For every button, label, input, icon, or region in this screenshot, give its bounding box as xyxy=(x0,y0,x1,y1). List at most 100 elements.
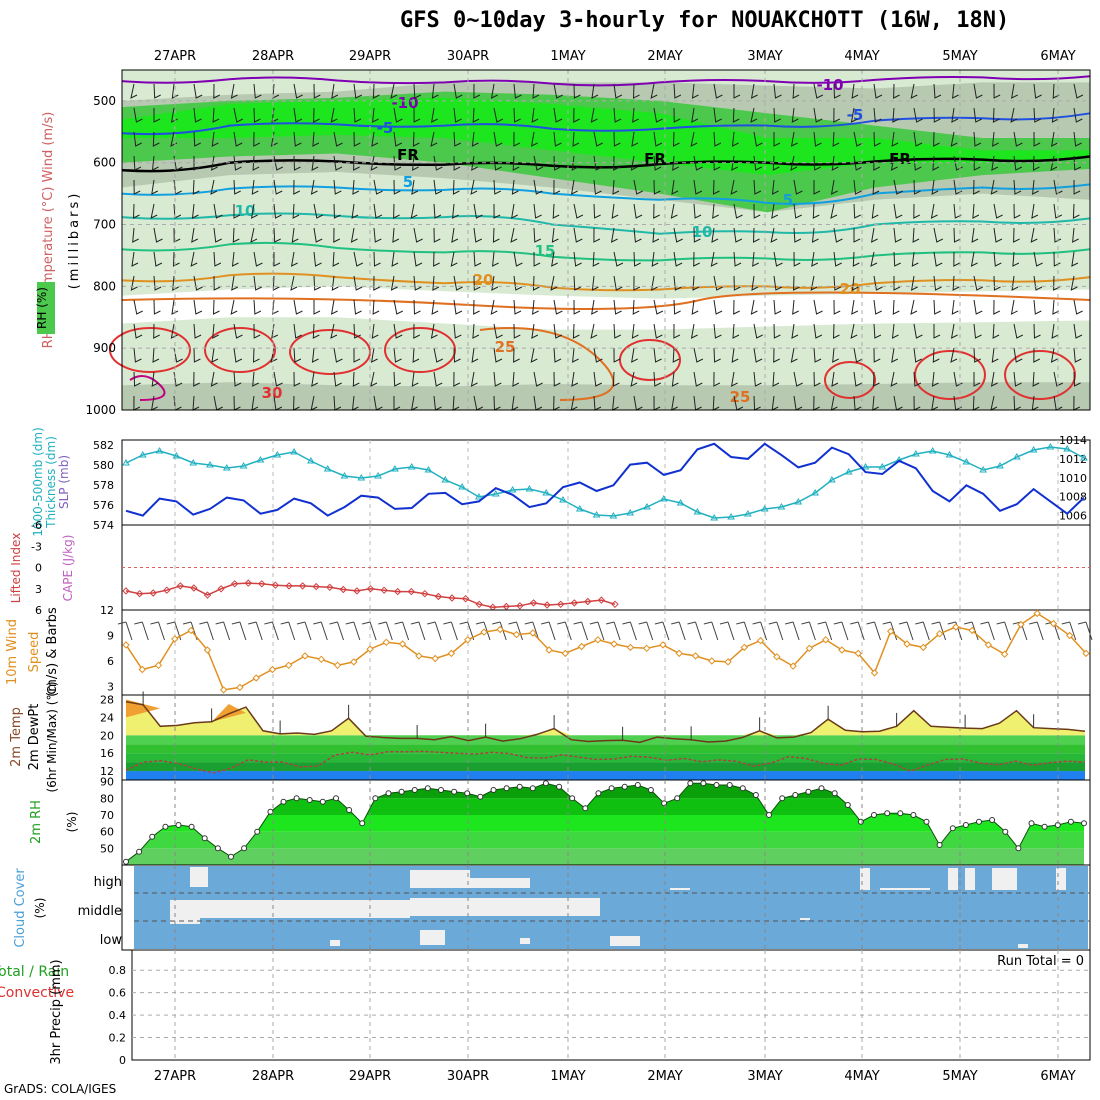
thickness-point xyxy=(861,463,870,470)
y-tick-label: 20 xyxy=(100,729,114,742)
series-lifted-index xyxy=(125,582,616,608)
y-tick-label: 700 xyxy=(93,218,116,232)
cloud-gap xyxy=(965,868,975,890)
rh-point xyxy=(962,822,969,828)
temp-band xyxy=(126,762,1085,772)
y-axis-label: 3hr Precip (mm) xyxy=(49,959,64,1064)
thickness-point xyxy=(458,483,466,490)
rh-point xyxy=(228,853,234,860)
y-axis-label-2: (%) xyxy=(33,898,47,919)
wind-point xyxy=(773,653,781,661)
wind-point xyxy=(154,661,163,670)
wind-point xyxy=(431,654,439,663)
cloud-gap xyxy=(800,918,810,920)
rh-point xyxy=(424,785,431,792)
y-axis-label: (millibars) xyxy=(67,191,82,290)
lifted-point xyxy=(217,585,225,593)
thickness-point xyxy=(391,465,399,472)
date-label-bottom: 30APR xyxy=(447,1069,489,1084)
y-tick-label: -6 xyxy=(31,519,42,532)
wind-point xyxy=(952,623,960,631)
thickness-point xyxy=(475,493,483,500)
run-total-label: Run Total = 0 xyxy=(997,954,1084,969)
date-label-bottom: 4MAY xyxy=(844,1069,879,1084)
y-tick-label: 60 xyxy=(100,826,114,839)
isotherm-0 xyxy=(121,155,1091,173)
date-label-bottom: 3MAY xyxy=(747,1069,782,1084)
rh-point xyxy=(542,780,549,787)
wind-point xyxy=(350,658,358,666)
y-tick-label: 0 xyxy=(35,562,42,575)
y-tick-label: 0.8 xyxy=(109,964,127,977)
lifted-point xyxy=(461,594,470,603)
lifted-point xyxy=(271,581,280,589)
thickness-point xyxy=(138,451,147,458)
isotherm-20 xyxy=(121,272,1091,292)
thickness-point xyxy=(878,463,887,470)
thickness-point xyxy=(912,450,920,457)
wind-point xyxy=(187,626,195,635)
lifted-point xyxy=(203,591,212,599)
thickness-point xyxy=(340,472,349,479)
rh-point xyxy=(595,790,602,797)
y-axis-label-1: Cloud Cover xyxy=(13,868,28,948)
contour-label: 25 xyxy=(495,338,516,356)
date-label-bottom: 29APR xyxy=(349,1069,391,1084)
rh-point xyxy=(385,790,392,797)
y-tick-label: 900 xyxy=(93,341,116,355)
wind-point xyxy=(512,630,521,639)
rh-point xyxy=(516,783,523,790)
wind-point xyxy=(821,636,830,644)
thickness-point xyxy=(794,498,803,505)
rh-point xyxy=(123,858,129,865)
isotherm--5 xyxy=(121,112,1091,136)
y-tick-label: 600 xyxy=(93,156,116,170)
thickness-point xyxy=(155,447,164,454)
wind-point xyxy=(1000,650,1009,658)
thickness-point xyxy=(1029,446,1038,453)
wind-point xyxy=(219,686,228,694)
wind-point xyxy=(203,646,212,654)
date-label-top: 1MAY xyxy=(550,49,585,64)
wind-point xyxy=(854,649,862,658)
rh-point xyxy=(319,798,326,805)
rh-point xyxy=(293,795,300,802)
date-label-bottom: 6MAY xyxy=(1040,1069,1075,1084)
thickness-point xyxy=(710,514,719,521)
wind-point xyxy=(805,644,814,653)
thickness-point xyxy=(844,468,853,475)
rh-point xyxy=(949,825,956,832)
thickness-point xyxy=(122,459,130,466)
thickness-point xyxy=(256,456,265,463)
thickness-point xyxy=(828,476,836,483)
legend-convective: Convective xyxy=(0,985,74,1001)
thickness-point xyxy=(1063,445,1072,452)
wind-point xyxy=(561,649,570,658)
thickness-point xyxy=(525,485,534,492)
panel-border xyxy=(121,69,1091,411)
chart-title: GFS 0~10day 3-hourly for NOUAKCHOTT (16W… xyxy=(400,8,1010,33)
rh-point xyxy=(871,812,877,818)
rh-point xyxy=(1002,828,1009,835)
rh-point xyxy=(792,792,799,798)
lifted-point xyxy=(556,600,565,609)
wind-point xyxy=(398,640,407,648)
rh-point xyxy=(844,802,851,808)
legend-total-rain: Total / Rain xyxy=(0,964,69,980)
y-tick-right: 1008 xyxy=(1059,491,1087,504)
y-tick-left: 574 xyxy=(93,519,114,532)
rh-point xyxy=(884,810,891,817)
contour-label: 15 xyxy=(535,242,556,260)
wind-point xyxy=(284,661,293,670)
cloud-gap xyxy=(948,868,958,890)
thickness-point xyxy=(693,508,702,515)
wind-point xyxy=(870,669,879,677)
y-tick-label: 90 xyxy=(100,776,114,789)
contour-label: -5 xyxy=(377,119,394,137)
wind-point xyxy=(919,643,928,652)
y-axis-label-3: (m/s) & Barbs xyxy=(45,607,60,697)
lifted-point xyxy=(149,589,157,597)
y-tick-label: 12 xyxy=(100,604,114,617)
rh-point xyxy=(490,787,497,793)
y-tick-left: 578 xyxy=(93,479,114,492)
